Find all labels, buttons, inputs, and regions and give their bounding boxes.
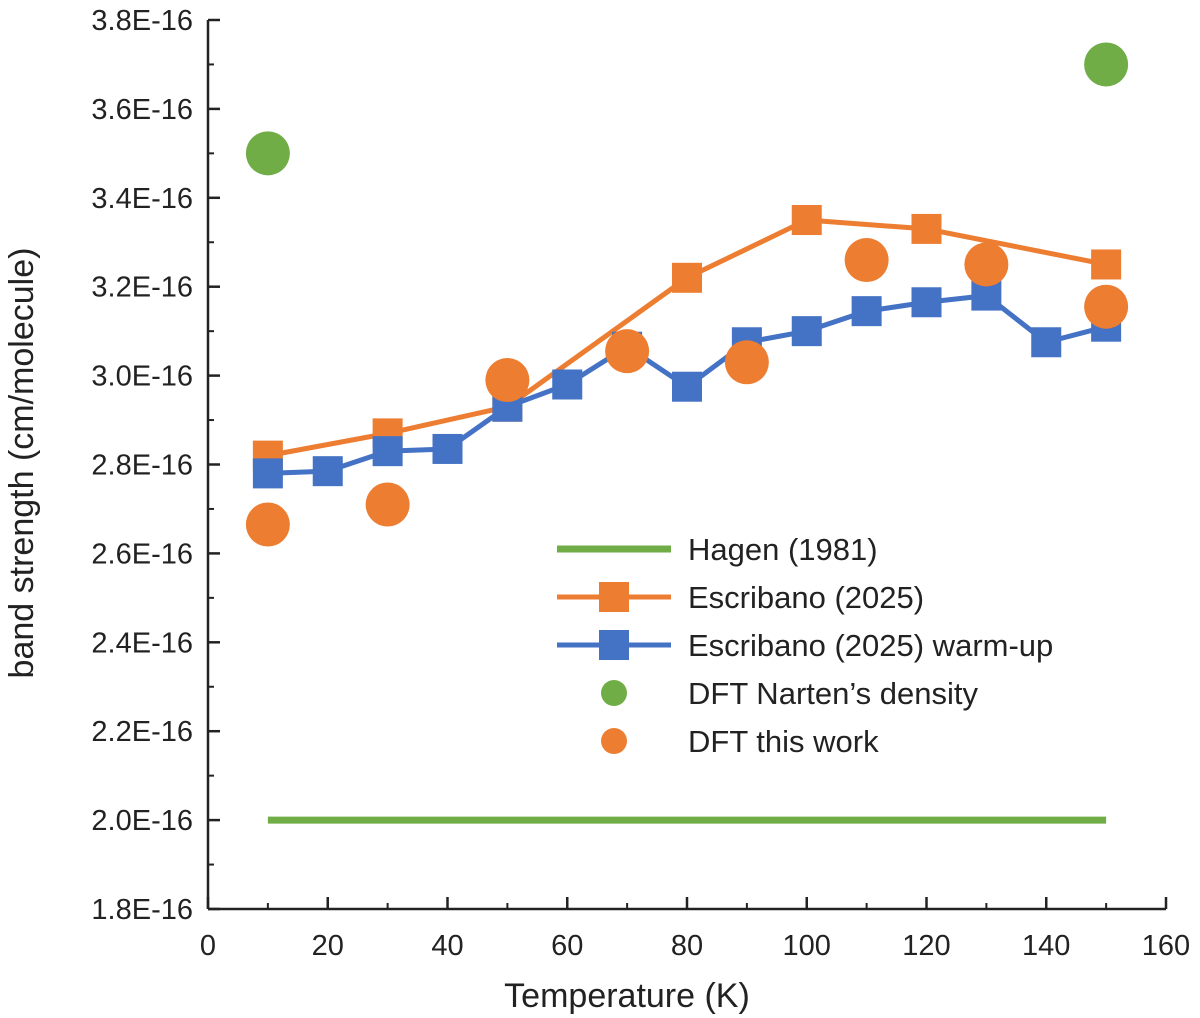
x-tick-label: 0 [200,930,216,962]
x-tick-label: 160 [1142,930,1190,962]
series-dft-narten [245,42,1129,176]
dft-narten-point [1084,42,1129,87]
escribano-warmup-point [552,369,583,400]
dft-this-work-point [1084,284,1129,329]
y-tick-label: 2.4E-16 [91,627,193,659]
y-tick-label: 1.8E-16 [91,894,193,926]
y-tick-label: 2.0E-16 [91,805,193,837]
legend-label: DFT this work [688,724,879,759]
legend-swatch-marker [599,582,629,612]
y-tick-label: 3.0E-16 [91,361,193,393]
legend-entry-hagen: Hagen (1981) [557,532,878,567]
y-axis-title: band strength (cm/molecule) [3,248,41,679]
x-tick-label: 100 [783,930,831,962]
y-tick-label: 3.4E-16 [91,183,193,215]
dft-this-work-point [844,238,889,283]
y-tick-label: 2.8E-16 [91,450,193,482]
escribano-warmup-point [312,456,343,487]
x-axis-title: Temperature (K) [504,977,750,1015]
escribano-warmup-point [1031,327,1062,358]
escribano-warmup-point [372,436,403,467]
legend-label: DFT Narten’s density [688,676,979,711]
dft-this-work-point [485,358,530,403]
series-layer [245,42,1129,824]
legend-label: Escribano (2025) warm-up [688,628,1053,663]
x-tick-label: 40 [431,930,463,962]
y-tick-label: 2.6E-16 [91,538,193,570]
x-tick-label: 20 [312,930,344,962]
escribano-warmup-point [252,458,283,489]
x-tick-label: 80 [671,930,703,962]
legend-swatch-marker [599,630,629,660]
escribano-warmup-point [851,296,882,327]
escribano-warmup-point [911,287,942,318]
y-tick-label: 3.6E-16 [91,94,193,126]
axis-ticks: 1.8E-16 2.0E-16 2.2E-16 2.4E-16 2.6E-16 2.8E-… [91,5,1190,962]
dft-this-work-point [724,340,769,385]
legend-swatch-marker [601,680,627,706]
legend-entry-escribano-warmup: Escribano (2025) warm-up [557,628,1053,663]
legend: Hagen (1981) Escribano (2025) Escribano (2… [557,532,1053,759]
dft-this-work-point [964,242,1009,287]
legend-label: Escribano (2025) [688,580,924,615]
y-tick-label: 3.8E-16 [91,5,193,37]
escribano-point [791,205,822,236]
legend-entry-dft-narten: DFT Narten’s density [601,676,979,711]
escribano-point [911,213,942,244]
y-tick-label: 3.2E-16 [91,272,193,304]
x-tick-label: 120 [902,930,950,962]
dft-narten-point [245,131,290,176]
legend-entry-escribano: Escribano (2025) [557,580,924,615]
legend-label: Hagen (1981) [688,532,878,567]
escribano-warmup-point [672,371,702,402]
y-tick-label: 2.2E-16 [91,716,193,748]
x-tick-label: 60 [551,930,583,962]
escribano-warmup-point [432,433,463,464]
series-escribano-warmup [252,280,1122,489]
legend-entry-dft-this-work: DFT this work [601,724,879,759]
legend-swatch-marker [601,728,627,754]
dft-this-work-point [365,482,410,527]
series-dft-this-work [245,238,1129,547]
escribano-point [1091,249,1122,280]
x-tick-label: 140 [1022,930,1070,962]
dft-this-work-point [245,502,290,547]
escribano-warmup-point [791,316,822,347]
dft-this-work-point [605,329,650,374]
escribano-point [672,262,702,293]
